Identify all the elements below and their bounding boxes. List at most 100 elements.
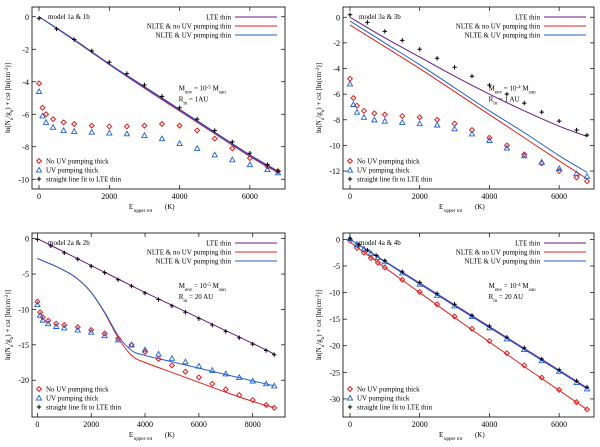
legend-marker-label: UV pumping thick [357, 395, 410, 403]
y-tick-label: -6 [22, 110, 29, 119]
data-point-diamond [263, 401, 270, 409]
data-point-diamond [381, 111, 388, 118]
data-point-diamond [155, 355, 162, 363]
data-point-diamond [503, 142, 510, 149]
y-tick-label: -4 [22, 78, 29, 87]
data-point-diamond [176, 122, 183, 129]
data-point-diamond [60, 119, 67, 126]
data-point-diamond [486, 337, 493, 345]
data-point-diamond [49, 116, 57, 123]
data-point-plus [230, 139, 235, 145]
data-point-plus [62, 250, 67, 256]
y-axis-label: ln(Nu/gu) + cst [ln(cm-2)] [4, 290, 15, 360]
data-point-triangle [416, 120, 424, 127]
data-point-diamond [195, 374, 202, 381]
data-point-plus [452, 65, 457, 70]
data-point-plus [539, 109, 544, 115]
data-point-diamond [168, 362, 176, 369]
data-point-diamond [353, 244, 361, 251]
x-tick-label: 6000 [551, 420, 567, 429]
data-point-diamond [374, 259, 381, 266]
annotation: Menv = 10-5 Msun [179, 282, 227, 293]
y-tick-label: -10 [329, 141, 340, 150]
model-label: model 3a & 3b [359, 13, 401, 21]
data-point-diamond [367, 254, 374, 262]
y-tick-label: 0 [336, 13, 340, 22]
data-point-triangle [52, 322, 60, 329]
data-point-plus [48, 243, 54, 248]
annotation: Menv = 10-4 Msun [489, 282, 537, 293]
plot-frame [342, 232, 595, 418]
data-point-diamond [451, 313, 458, 320]
legend-marker-label: No UV pumping thick [46, 386, 109, 394]
data-point-triangle [583, 385, 591, 392]
data-point-triangle [208, 366, 216, 373]
data-point-diamond [39, 104, 46, 111]
data-point-diamond [236, 391, 243, 399]
data-point-plus [400, 38, 405, 43]
data-point-triangle [60, 126, 67, 134]
data-point-diamond [468, 325, 476, 332]
model-label: model 4a & 4b [359, 239, 401, 247]
data-point-triangle [468, 312, 476, 320]
data-point-triangle [36, 311, 44, 318]
data-point-plus [250, 341, 255, 347]
data-point-triangle [433, 291, 441, 298]
data-point-plus [89, 48, 94, 54]
data-point-triangle [34, 300, 41, 308]
x-tick-label: 2000 [412, 420, 428, 429]
data-point-diamond [521, 151, 528, 158]
y-tick-label: -10 [18, 305, 29, 314]
data-point-triangle [398, 118, 406, 125]
legend-marker-label: No UV pumping thick [357, 386, 420, 394]
data-point-triangle [176, 139, 183, 147]
data-point-plus [183, 310, 188, 315]
legend-line-label: LTE thin [206, 240, 231, 248]
data-point-diamond [39, 314, 46, 321]
data-point-triangle [416, 280, 424, 287]
legend-marker-swatch [346, 157, 354, 165]
data-point-triangle [381, 258, 389, 265]
data-point-plus [107, 60, 112, 65]
data-point-diamond [61, 321, 68, 329]
x-tick-label: 4000 [172, 192, 188, 201]
data-point-diamond [538, 374, 545, 381]
x-axis-label-main: E [129, 431, 133, 439]
x-tick-label: 8000 [245, 420, 261, 429]
y-tick-label: -2 [333, 39, 340, 48]
data-point-diamond [88, 326, 95, 334]
data-point-diamond [101, 330, 108, 337]
data-point-plus [71, 37, 77, 42]
data-point-plus [382, 29, 388, 34]
y-tick-label: -5 [22, 270, 29, 279]
data-point-plus [347, 236, 353, 242]
legend-marker-swatch [35, 385, 43, 393]
y-tick-label: -20 [329, 342, 340, 351]
data-point-plus [263, 348, 269, 353]
data-point-triangle [168, 354, 176, 361]
data-point-triangle [486, 324, 493, 331]
data-point-triangle [249, 377, 257, 384]
data-point-triangle [451, 302, 458, 309]
data-point-plus [365, 20, 370, 25]
data-point-triangle [468, 130, 476, 137]
legend-marker-swatch [346, 385, 354, 393]
data-point-plus [356, 242, 361, 247]
legend-marker-label: UV pumping thick [357, 167, 410, 175]
plot-frame [31, 6, 286, 190]
x-tick-label: 0 [348, 192, 352, 201]
data-point-plus [35, 237, 40, 242]
y-tick-label: -4 [333, 65, 340, 74]
data-point-diamond [249, 396, 256, 404]
x-tick-label: 0 [35, 420, 39, 429]
data-point-triangle [158, 135, 166, 142]
data-point-plus [522, 100, 527, 106]
data-point-triangle [262, 380, 270, 387]
data-point-triangle [538, 158, 546, 165]
legend-line-label: NLTE & UV pumping thin [156, 32, 232, 40]
data-point-plus [452, 302, 457, 307]
data-point-triangle [39, 112, 46, 119]
data-point-plus [504, 91, 510, 97]
data-point-triangle [360, 113, 368, 120]
